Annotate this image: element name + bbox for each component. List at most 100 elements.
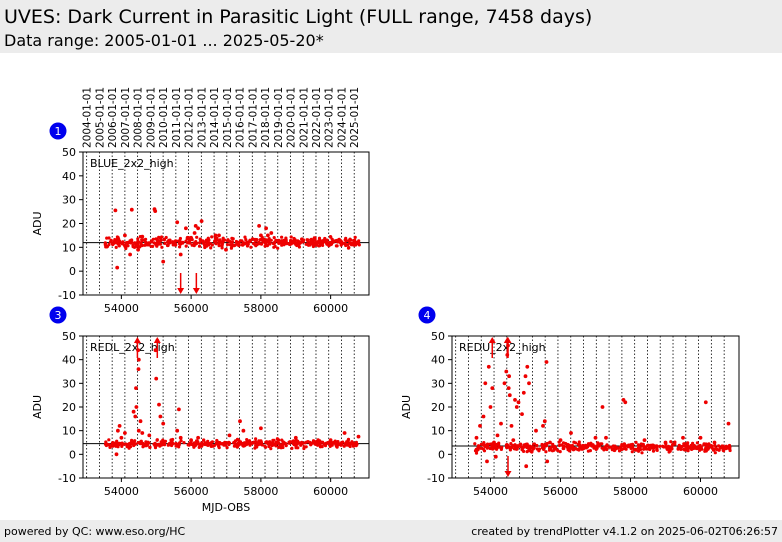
data-point xyxy=(262,240,266,244)
data-point xyxy=(711,448,716,452)
data-point xyxy=(316,438,320,442)
data-point xyxy=(513,398,517,402)
data-point xyxy=(328,235,333,239)
data-point xyxy=(136,428,141,433)
data-point xyxy=(241,428,246,433)
data-point xyxy=(208,442,212,446)
data-point xyxy=(348,237,352,241)
data-point xyxy=(548,440,552,445)
data-point xyxy=(576,442,580,446)
data-point xyxy=(231,237,235,241)
data-point xyxy=(324,442,328,446)
data-point xyxy=(182,441,186,445)
data-point xyxy=(315,243,319,247)
data-point xyxy=(177,445,181,449)
data-point xyxy=(488,405,493,409)
data-point xyxy=(206,439,210,443)
data-point xyxy=(527,381,531,386)
data-point xyxy=(296,446,300,450)
data-point xyxy=(349,243,354,247)
data-point xyxy=(148,445,152,449)
data-point xyxy=(307,243,311,247)
data-point xyxy=(522,449,526,453)
data-point xyxy=(131,409,136,414)
year-tick-label: 2011-01-01 xyxy=(171,87,183,148)
data-point xyxy=(103,243,107,247)
data-point xyxy=(252,241,256,246)
data-point xyxy=(126,444,130,448)
footer-credit: powered by QC: www.eso.org/HC xyxy=(4,525,186,538)
data-point xyxy=(473,442,477,446)
data-point xyxy=(245,438,249,442)
data-point xyxy=(235,437,240,441)
data-point xyxy=(623,400,628,405)
data-point xyxy=(114,452,119,457)
data-point xyxy=(175,220,180,225)
data-point xyxy=(276,239,280,243)
data-point xyxy=(291,441,295,446)
data-point xyxy=(178,252,183,257)
x-tick-label: 58000 xyxy=(613,485,648,498)
off-scale-high-arrowhead xyxy=(133,337,141,343)
data-point xyxy=(259,439,263,443)
data-point xyxy=(270,443,274,448)
data-point xyxy=(318,244,322,248)
data-point xyxy=(128,252,133,257)
data-point xyxy=(709,444,713,448)
data-point xyxy=(217,244,221,248)
data-point xyxy=(341,440,345,444)
data-point xyxy=(203,441,207,445)
data-point xyxy=(354,240,359,244)
data-point xyxy=(259,242,264,246)
data-point xyxy=(334,244,338,248)
data-point xyxy=(235,444,239,449)
data-point xyxy=(128,239,132,243)
y-axis-label: ADU xyxy=(400,395,413,419)
data-point xyxy=(525,364,530,369)
data-point xyxy=(581,443,585,448)
data-point xyxy=(145,441,149,446)
data-point xyxy=(474,451,479,455)
y-tick-label: 40 xyxy=(62,170,76,183)
data-point xyxy=(712,440,717,445)
data-point xyxy=(605,443,609,447)
x-tick-label: 60000 xyxy=(313,485,348,498)
data-point xyxy=(285,242,289,246)
data-point xyxy=(641,443,646,447)
data-point xyxy=(114,245,118,249)
data-point xyxy=(170,440,174,444)
data-point xyxy=(217,233,221,238)
year-tick-label: 2010-01-01 xyxy=(158,87,170,148)
y-tick-label: 20 xyxy=(62,401,76,414)
data-point xyxy=(698,435,703,440)
panel-number-badge xyxy=(49,122,67,140)
y-tick-label: 10 xyxy=(62,425,76,438)
data-point xyxy=(502,381,507,386)
data-point xyxy=(327,244,331,248)
data-point xyxy=(516,400,521,405)
data-point xyxy=(280,239,284,243)
data-point xyxy=(130,441,134,445)
data-point xyxy=(123,233,127,238)
data-point xyxy=(266,441,270,445)
data-point xyxy=(495,433,500,438)
data-point xyxy=(334,442,338,447)
data-point xyxy=(292,236,296,241)
data-point xyxy=(140,243,144,248)
data-point xyxy=(655,444,659,448)
data-point xyxy=(490,386,495,390)
year-tick-label: 2022-01-01 xyxy=(311,87,323,148)
data-point xyxy=(282,442,286,446)
data-point xyxy=(558,438,563,442)
year-tick-label: 2014-01-01 xyxy=(209,87,221,148)
data-point xyxy=(589,441,593,445)
data-point xyxy=(109,238,113,242)
data-point xyxy=(196,435,201,440)
off-scale-high-arrowhead xyxy=(504,337,512,343)
data-point xyxy=(269,447,273,451)
data-point xyxy=(197,244,202,248)
data-point xyxy=(105,245,109,249)
data-point xyxy=(499,421,503,426)
data-point xyxy=(610,447,614,451)
data-point xyxy=(248,239,253,243)
